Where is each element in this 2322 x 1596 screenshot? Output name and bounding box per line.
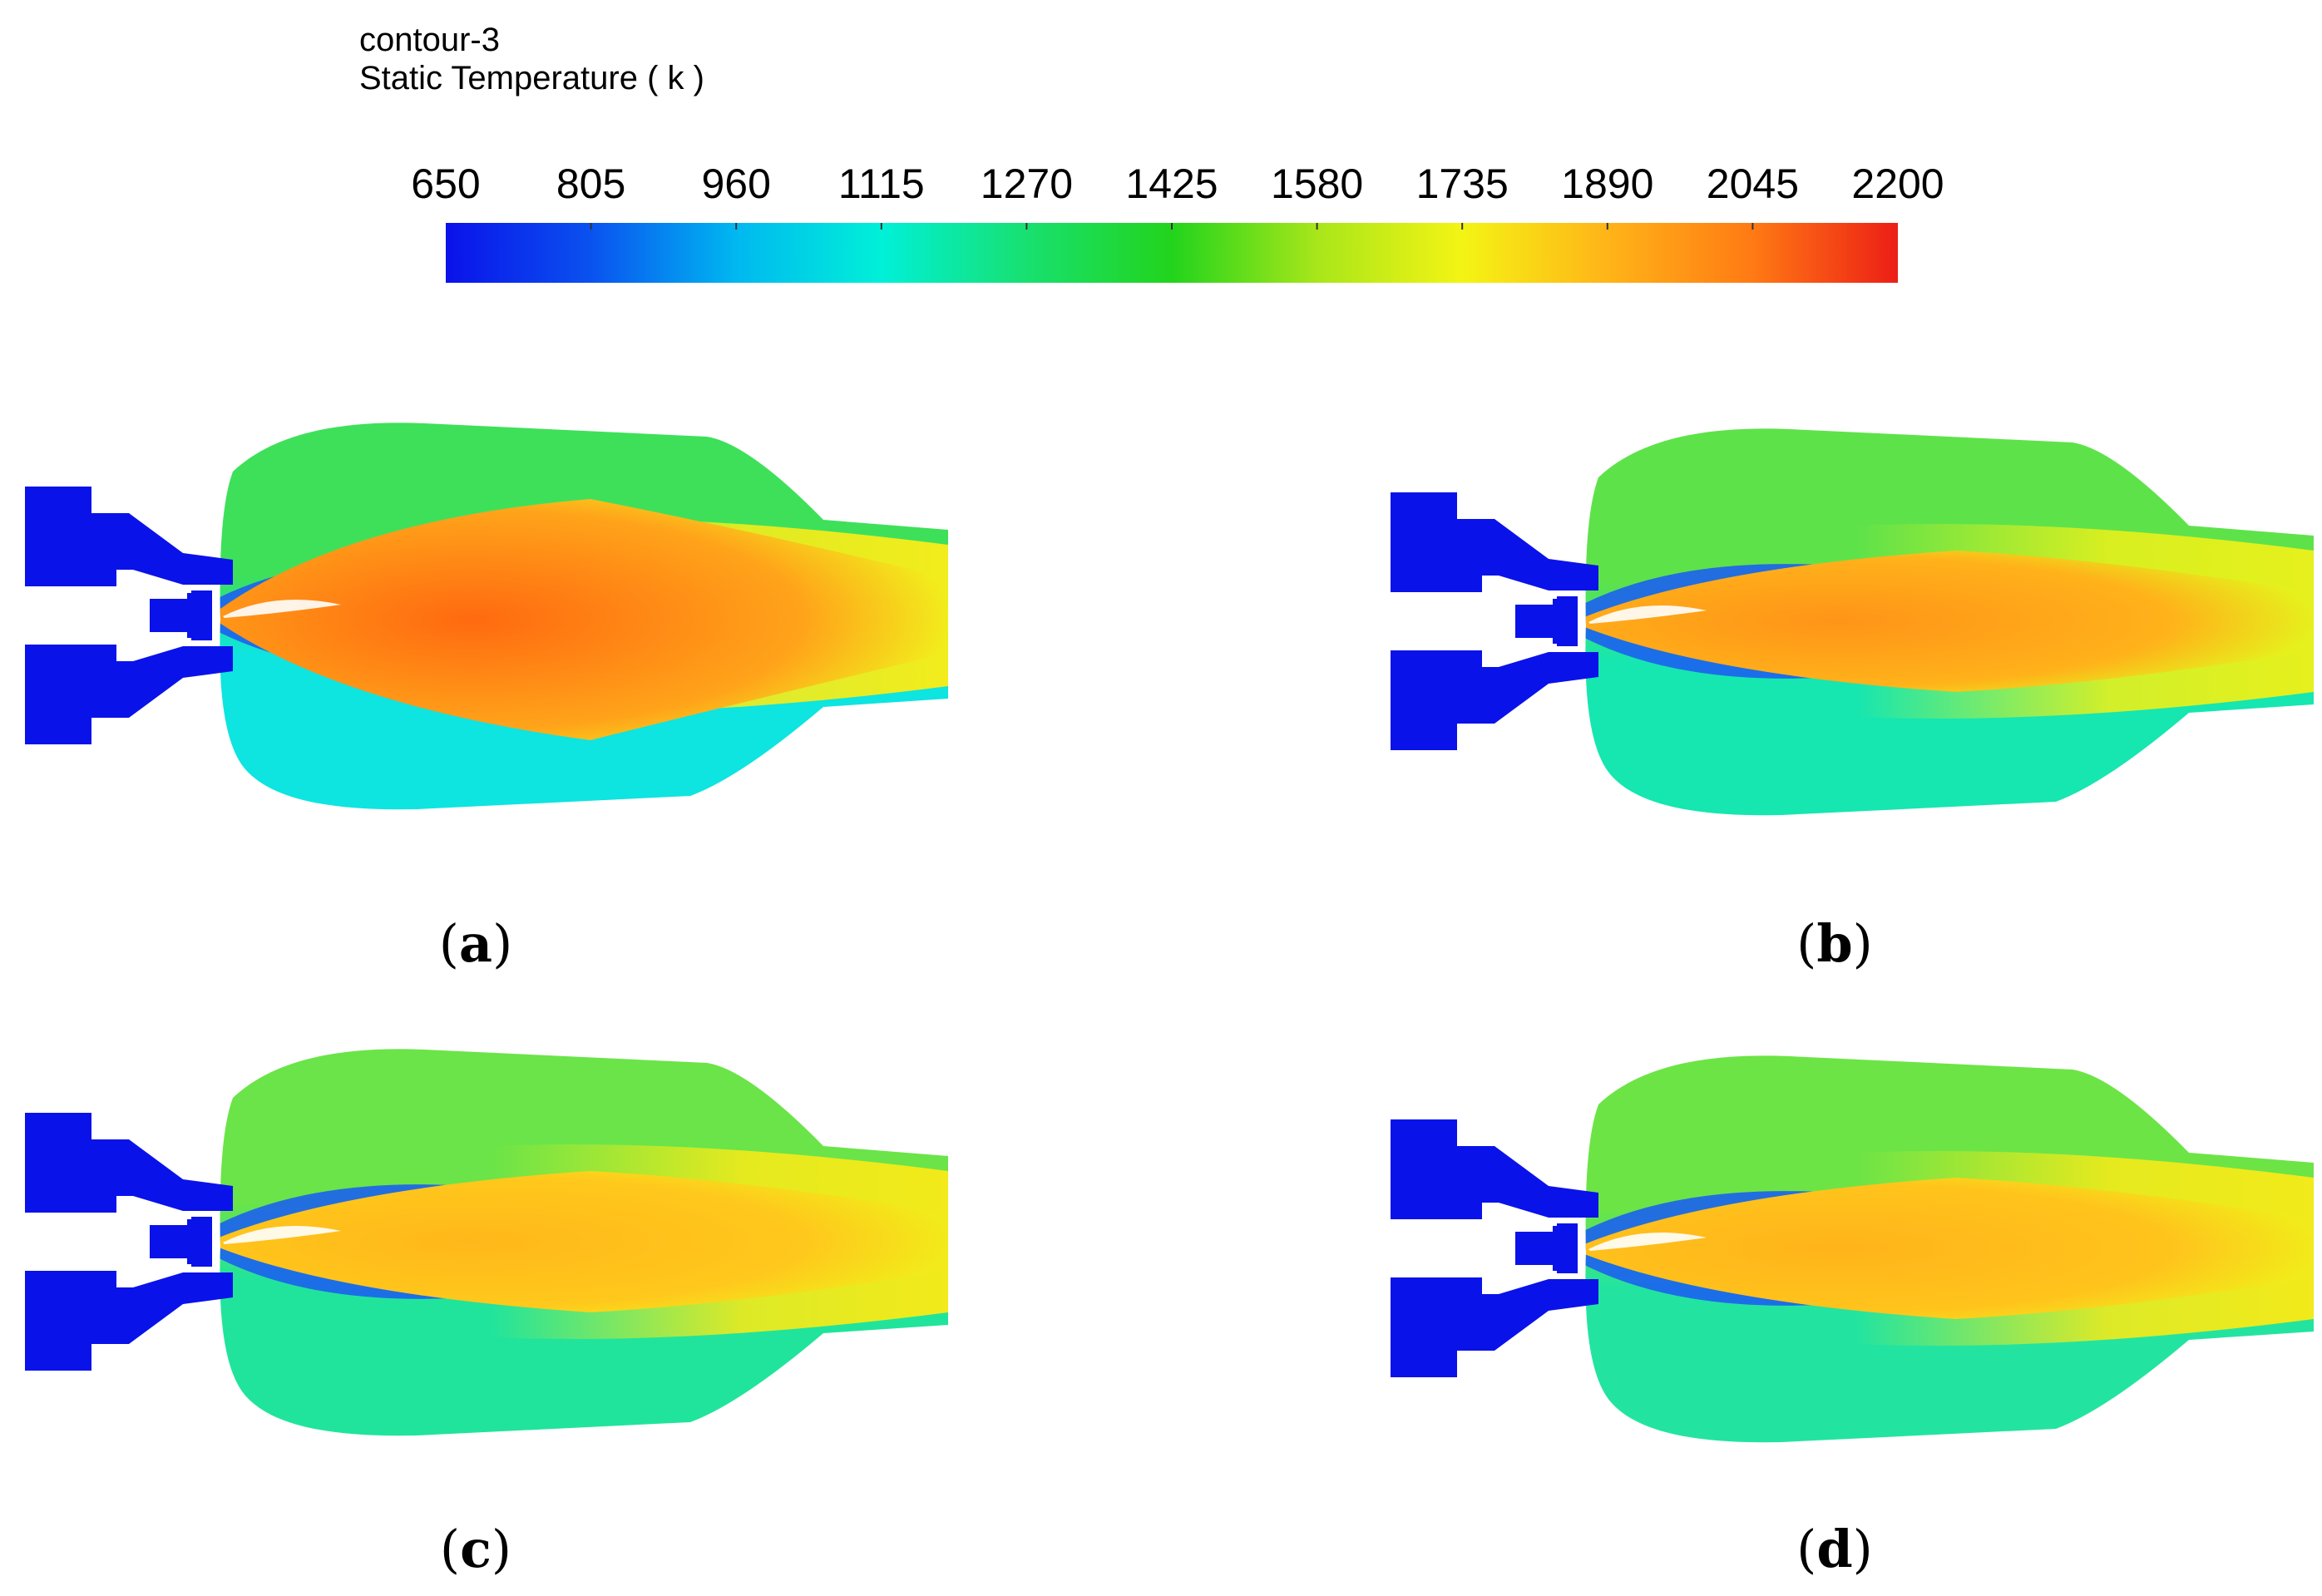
- caption-d-letter: d: [1816, 1519, 1853, 1579]
- injector-hardware: [25, 487, 233, 744]
- colorbar-tick-label: 1270: [980, 161, 1074, 207]
- caption-b: (b): [1796, 913, 1873, 974]
- caption-a: (a): [438, 913, 513, 974]
- colorbar-tick-label: 1425: [1125, 161, 1218, 207]
- contour-panel-d: [1391, 1055, 2314, 1443]
- caption-c: (c): [439, 1519, 512, 1579]
- colorbar-tick-label: 1890: [1561, 161, 1654, 207]
- colorbar-tick-marks: [590, 223, 1754, 230]
- contour-panel-a: [25, 422, 948, 810]
- colorbar-tick-labels: 650 805 960 1115 1270 1425 1580 1735 1890 2045 220…: [411, 160, 1944, 207]
- legend-contour-name: contour-3: [359, 22, 500, 58]
- contour-panel-b: [1391, 428, 2314, 816]
- colorbar-tick-label: 1580: [1270, 161, 1364, 207]
- colorbar-tick-label: 960: [701, 161, 771, 207]
- colorbar-tick-label: 2045: [1706, 161, 1800, 207]
- caption-b-letter: b: [1816, 913, 1853, 974]
- colorbar-gradient: [446, 223, 1898, 283]
- colorbar-tick-label: 1735: [1415, 161, 1509, 207]
- colorbar-tick-label: 650: [411, 161, 481, 207]
- caption-c-letter: c: [460, 1519, 492, 1579]
- injector-hardware: [1391, 492, 1598, 750]
- temperature-colorbar: [446, 223, 1898, 283]
- legend-variable-label: Static Temperature ( k ): [359, 60, 704, 96]
- caption-a-letter: a: [458, 913, 493, 974]
- colorbar-tick-label: 2200: [1851, 161, 1944, 207]
- colorbar-tick-label: 805: [556, 161, 626, 207]
- caption-d: (d): [1796, 1519, 1873, 1579]
- injector-hardware: [25, 1113, 233, 1371]
- colorbar-tick-label: 1115: [837, 161, 925, 207]
- injector-hardware: [1391, 1119, 1598, 1377]
- contour-panel-c: [25, 1049, 948, 1436]
